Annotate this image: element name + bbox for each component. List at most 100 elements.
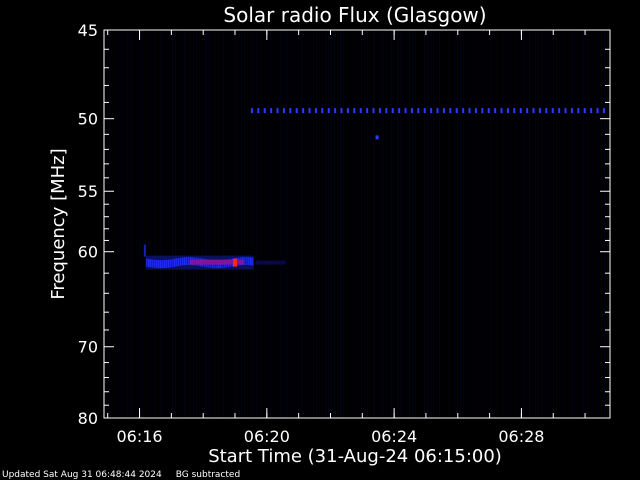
noise-column	[289, 31, 291, 417]
noise-column	[226, 31, 228, 417]
noise-column	[445, 31, 447, 417]
noise-column	[340, 31, 342, 417]
interference-mark	[449, 108, 452, 114]
noise-column	[442, 31, 444, 417]
interference-mark	[327, 108, 330, 114]
interference-blip	[375, 135, 379, 140]
x-tick-label: 06:20	[244, 427, 290, 446]
noise-column	[406, 31, 408, 417]
noise-column	[370, 31, 372, 417]
noise-column	[424, 31, 426, 417]
interference-mark	[423, 108, 426, 114]
burst-core	[189, 259, 244, 265]
noise-column	[382, 31, 384, 417]
noise-column	[454, 31, 456, 417]
noise-column	[595, 31, 597, 417]
noise-column	[415, 31, 417, 417]
noise-column	[418, 31, 420, 417]
noise-column	[118, 31, 120, 417]
interference-mark	[468, 108, 471, 114]
noise-column	[352, 31, 354, 417]
interference-mark	[442, 108, 445, 114]
noise-column	[160, 31, 162, 417]
noise-column	[544, 31, 546, 417]
noise-column	[304, 31, 306, 417]
burst-segment	[251, 257, 254, 266]
noise-column	[328, 31, 330, 417]
noise-column	[604, 31, 606, 417]
noise-column	[307, 31, 309, 417]
x-axis: 06:16 06:20 06:24 06:28	[107, 30, 586, 446]
interference-mark	[302, 108, 305, 114]
noise-column	[274, 31, 276, 417]
noise-column	[553, 31, 555, 417]
noise-column	[412, 31, 414, 417]
noise-column	[268, 31, 270, 417]
interference-mark	[564, 108, 567, 114]
noise-column	[526, 31, 528, 417]
noise-column	[250, 31, 252, 417]
interference-mark	[372, 108, 375, 114]
noise-column	[256, 31, 258, 417]
noise-column	[205, 31, 207, 417]
noise-column	[550, 31, 552, 417]
noise-column	[511, 31, 513, 417]
interference-mark	[519, 108, 522, 114]
burst-segment	[147, 258, 150, 267]
noise-column	[229, 31, 231, 417]
noise-column	[568, 31, 570, 417]
noise-column	[535, 31, 537, 417]
noise-column	[592, 31, 594, 417]
interference-mark	[308, 108, 311, 114]
burst-segment	[249, 257, 252, 266]
interference-mark	[250, 108, 253, 114]
noise-column	[484, 31, 486, 417]
noise-column	[259, 31, 261, 417]
noise-column	[367, 31, 369, 417]
noise-column	[469, 31, 471, 417]
burst-segment	[185, 257, 188, 266]
noise-column	[145, 31, 147, 417]
noise-column	[124, 31, 126, 417]
noise-column	[376, 31, 378, 417]
interference-mark	[334, 108, 337, 114]
noise-column	[316, 31, 318, 417]
interference-mark	[404, 108, 407, 114]
interference-mark	[532, 108, 535, 114]
noise-column	[325, 31, 327, 417]
noise-column	[244, 31, 246, 417]
burst-segment	[155, 259, 158, 268]
noise-column	[283, 31, 285, 417]
interference-mark	[282, 108, 285, 114]
noise-column	[280, 31, 282, 417]
noise-column	[157, 31, 159, 417]
noise-column	[607, 31, 609, 417]
noise-column	[487, 31, 489, 417]
noise-column	[502, 31, 504, 417]
interference-mark	[263, 108, 266, 114]
interference-mark	[314, 108, 317, 114]
noise-column	[532, 31, 534, 417]
plot-background	[104, 30, 610, 418]
noise-column	[517, 31, 519, 417]
noise-column	[448, 31, 450, 417]
interference-mark	[430, 108, 433, 114]
burst-segment	[167, 259, 170, 268]
noise-column	[277, 31, 279, 417]
interference-mark	[378, 108, 381, 114]
noise-column	[514, 31, 516, 417]
interference-mark	[417, 108, 420, 114]
noise-column	[586, 31, 588, 417]
interference-mark	[590, 108, 593, 114]
noise-column	[433, 31, 435, 417]
noise-column	[373, 31, 375, 417]
noise-column	[208, 31, 210, 417]
noise-column	[163, 31, 165, 417]
noise-column	[175, 31, 177, 417]
noise-column	[238, 31, 240, 417]
noise-column	[190, 31, 192, 417]
noise-column	[127, 31, 129, 417]
noise-column	[379, 31, 381, 417]
interference-mark	[526, 108, 529, 114]
interference-mark	[353, 108, 356, 114]
